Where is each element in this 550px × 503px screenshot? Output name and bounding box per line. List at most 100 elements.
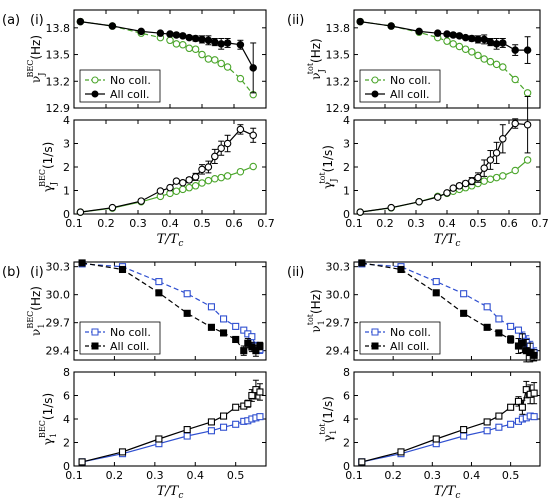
- data-point: [249, 162, 257, 171]
- data-point: [236, 74, 245, 83]
- y-tick-label: 0: [63, 460, 70, 473]
- data-point: [356, 208, 364, 216]
- y-tick-label: 4: [343, 413, 350, 426]
- data-point: [191, 182, 200, 190]
- x-tick-label: 0.2: [106, 469, 124, 482]
- data-point: [166, 30, 174, 38]
- data-point: [433, 193, 442, 201]
- y-label-superscript: tot: [318, 172, 327, 184]
- x-label-subscript: c: [178, 239, 183, 249]
- data-point: [223, 172, 232, 180]
- data-point: [474, 51, 482, 60]
- legend-marker: [91, 328, 99, 336]
- y-label-unit: (Hz): [29, 286, 43, 311]
- data-point: [240, 326, 248, 334]
- series-no-coll: [356, 17, 532, 97]
- data-point: [155, 435, 163, 443]
- data-point: [432, 435, 440, 443]
- data-point: [220, 329, 228, 337]
- data-point: [185, 44, 193, 53]
- y-tick-label: 1: [343, 185, 350, 198]
- data-point: [76, 17, 85, 26]
- data-point: [443, 189, 451, 197]
- data-point: [198, 35, 206, 44]
- data-point: [443, 37, 451, 45]
- data-point: [172, 177, 181, 185]
- data-point: [76, 208, 85, 216]
- data-point: [232, 403, 240, 411]
- y-label-symbol: ν: [29, 329, 43, 336]
- x-tick-label: 0.7: [531, 217, 549, 230]
- legend: No coll.All coll.: [359, 69, 441, 103]
- y-axis-label: νJtot(Hz): [306, 38, 326, 79]
- data-point: [155, 289, 163, 297]
- data-point: [232, 322, 240, 330]
- data-point: [137, 27, 145, 36]
- chart-panel-b-1-bottom: 0.1 0.2 0.3 0.4 0.5 0 2 4 6 8 γ1BEC(1/s) T/Tc: [38, 366, 267, 501]
- y-tick-label: 13.5: [326, 49, 351, 62]
- x-tick-label: 0.3: [424, 469, 442, 482]
- legend-marker: [91, 90, 99, 98]
- data-point: [514, 397, 523, 405]
- data-point: [518, 339, 526, 347]
- y-tick-label: 2: [343, 437, 350, 450]
- data-point: [460, 432, 468, 440]
- data-point: [511, 119, 519, 128]
- legend-label: All coll.: [110, 340, 150, 353]
- plot-frame: [73, 261, 267, 361]
- data-point: [220, 315, 228, 323]
- data-point: [166, 183, 174, 192]
- data-point: [397, 265, 405, 274]
- data-point: [166, 36, 174, 45]
- y-label-symbol: γ: [41, 185, 55, 192]
- data-point: [522, 386, 530, 394]
- data-point: [183, 309, 191, 317]
- y-label-symbol: ν: [309, 72, 323, 79]
- chart-panel-a-1-bottom: 0.1 0.2 0.3 0.4 0.5 0.6 0.7 0 1 2 3 4 γJBEC(1/s) T/Tc: [38, 114, 275, 249]
- y-label-symbol: γ: [321, 182, 335, 189]
- data-point: [185, 33, 193, 42]
- data-point: [217, 40, 225, 48]
- y-axis-label: ν1tot(Hz): [306, 289, 326, 332]
- data-point: [198, 165, 206, 174]
- x-label-main: T/T: [434, 232, 457, 247]
- data-point: [449, 40, 457, 48]
- x-label-main: T/T: [157, 484, 180, 499]
- y-label-superscript: tot: [306, 62, 315, 74]
- data-point: [118, 265, 127, 274]
- y-label-unit: (Hz): [29, 35, 43, 60]
- data-point: [455, 42, 464, 51]
- y-tick-label: 1: [63, 185, 70, 198]
- data-point: [191, 45, 200, 53]
- data-point: [183, 432, 191, 440]
- y-axis-label: ν1BEC(Hz): [26, 286, 46, 336]
- y-label-subscript: J: [37, 73, 46, 77]
- chart-panel-b-2-bottom: 0.1 0.2 0.3 0.4 0.5 0 2 4 6 8 γ1tot(1/s) T/Tc: [318, 366, 541, 501]
- data-point: [486, 57, 495, 66]
- x-tick-label: 0.3: [146, 469, 164, 482]
- data-point: [499, 63, 507, 71]
- series-all-coll: [78, 379, 264, 466]
- x-tick-label: 0.1: [65, 469, 83, 482]
- plot-frame: [353, 119, 541, 215]
- data-point: [461, 45, 470, 53]
- x-tick-label: 0.1: [65, 217, 83, 230]
- legend: No coll.All coll.: [79, 321, 161, 355]
- data-point: [460, 309, 468, 317]
- y-tick-label: 8: [63, 366, 70, 379]
- data-point: [185, 176, 193, 184]
- data-point: [495, 423, 503, 431]
- data-point: [207, 427, 215, 435]
- y-tick-label: 29.7: [326, 317, 351, 330]
- y-tick-label: 29.4: [46, 345, 71, 358]
- x-tick-label: 0.1: [345, 217, 363, 230]
- legend-marker: [371, 342, 379, 350]
- data-point: [108, 22, 117, 30]
- data-point: [480, 35, 488, 44]
- data-point: [415, 198, 423, 206]
- y-tick-label: 12.9: [326, 102, 351, 115]
- data-point: [232, 335, 240, 344]
- data-point: [397, 448, 405, 456]
